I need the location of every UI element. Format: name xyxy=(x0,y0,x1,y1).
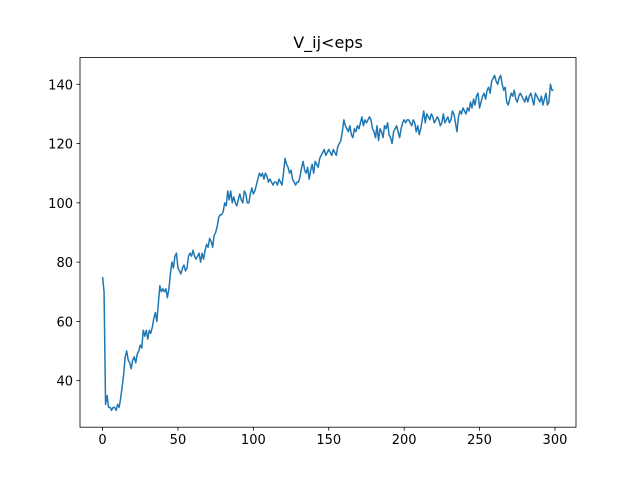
chart-title: V_ij<eps xyxy=(293,33,363,53)
x-tick-label: 250 xyxy=(467,433,492,448)
x-tick-label: 50 xyxy=(170,433,187,448)
y-tick-label: 140 xyxy=(48,78,73,93)
x-tick-label: 300 xyxy=(543,433,568,448)
y-tick-label: 120 xyxy=(48,138,73,153)
x-tick-label: 200 xyxy=(392,433,417,448)
data-line xyxy=(101,74,554,412)
x-tick-label: 0 xyxy=(98,433,106,448)
y-tick-label: 80 xyxy=(56,256,73,271)
y-tick-label: 40 xyxy=(56,375,73,390)
x-tick-label: 100 xyxy=(241,433,266,448)
x-tick-label: 150 xyxy=(316,433,341,448)
y-tick-label: 60 xyxy=(56,315,73,330)
axes-frame xyxy=(79,57,577,428)
y-tick-label: 100 xyxy=(48,197,73,212)
